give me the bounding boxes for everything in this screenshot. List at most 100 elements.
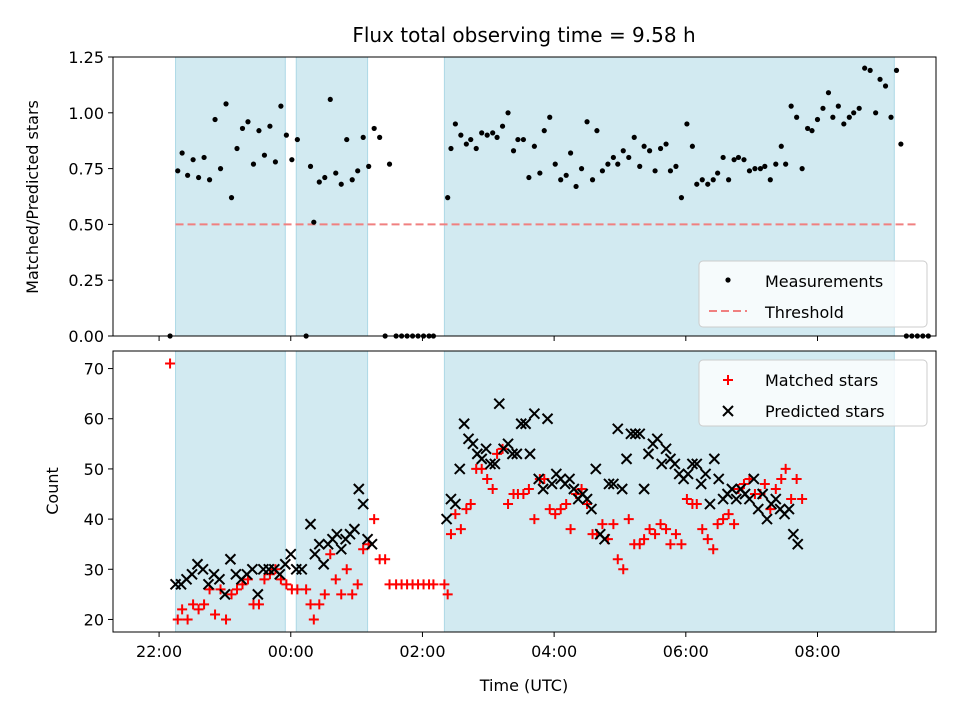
y-tick-label: 70 — [84, 360, 104, 379]
measurement-point — [377, 134, 383, 140]
matched-star-point — [226, 589, 237, 600]
measurement-point — [267, 123, 273, 129]
measurement-point — [631, 134, 637, 140]
measurement-point — [805, 125, 811, 132]
predicted-star-point — [563, 473, 576, 485]
predicted-star-point — [528, 408, 541, 420]
predicted-star-point — [440, 513, 453, 525]
predicted-star-point — [213, 573, 226, 586]
y-tick-label: 30 — [84, 560, 104, 579]
predicted-star-point — [313, 538, 326, 550]
predicted-star-point — [335, 543, 347, 555]
predicted-star-point — [511, 448, 523, 460]
predicted-star-point — [541, 413, 554, 425]
matched-star-point — [341, 564, 352, 575]
measurement-point — [261, 152, 268, 158]
top-y-axis-label: Matched/Predicted stars — [23, 100, 42, 294]
predicted-star-point — [638, 483, 650, 495]
measurement-point — [463, 141, 469, 147]
measurement-point — [893, 67, 900, 73]
predicted-star-point — [489, 458, 501, 470]
predicted-star-point — [331, 528, 343, 540]
measurement-point — [479, 130, 485, 136]
measurement-point — [851, 110, 857, 116]
measurement-point — [294, 136, 300, 143]
legend-label: Matched stars — [765, 371, 878, 390]
matched-star-point — [791, 473, 802, 484]
measurement-point — [830, 114, 836, 120]
y-tick-label: 1.00 — [68, 104, 104, 123]
measurement-point — [490, 130, 496, 136]
bottom-panel: 20 30 40 50 60 70 22:00 00:00 02:00 04:00 06:00 08:… — [84, 350, 937, 661]
measurement-point — [510, 148, 517, 154]
matched-star-point — [193, 604, 204, 615]
predicted-star-point — [458, 418, 470, 430]
matched-star-point — [639, 534, 650, 545]
measurement-point — [175, 168, 181, 174]
matched-star-point — [319, 589, 330, 600]
matched-star-point — [487, 483, 498, 494]
measurement-point — [445, 195, 451, 201]
matched-star-point — [661, 524, 672, 535]
predicted-star-point — [296, 563, 308, 575]
measurement-point — [327, 96, 333, 103]
measurement-point — [494, 134, 500, 140]
legend-box — [698, 359, 928, 427]
matched-star-point — [314, 599, 325, 610]
matched-star-point — [503, 499, 514, 510]
shaded-interval — [175, 350, 286, 633]
measurement-point — [278, 103, 284, 109]
measurement-point — [250, 161, 257, 167]
y-tick-label: 40 — [84, 510, 104, 529]
matched-star-point — [301, 584, 312, 595]
predicted-star-point — [197, 563, 209, 575]
measurement-point — [705, 181, 711, 187]
predicted-star-point — [224, 553, 237, 565]
measurement-point — [333, 170, 339, 176]
predicted-star-point — [353, 483, 365, 495]
predicted-star-point — [285, 548, 297, 560]
top-panel: 0.00 0.25 0.50 0.75 1.00 1.25 Measurements Thre… — [68, 48, 937, 346]
predicted-star-point — [348, 523, 361, 535]
x-tick-label: 02:00 — [399, 642, 445, 661]
matched-star-point — [650, 529, 661, 540]
predicted-star-point — [634, 428, 646, 440]
measurement-point — [715, 170, 721, 176]
predicted-star-point — [743, 493, 756, 505]
measurement-point — [599, 168, 606, 174]
matched-star-point — [681, 494, 692, 505]
legend-marker-matched — [723, 375, 733, 385]
measurement-point — [814, 116, 821, 123]
predicted-star-point — [533, 473, 545, 485]
predicted-star-point — [475, 453, 488, 465]
predicted-star-point — [202, 578, 215, 591]
measurement-point — [867, 67, 873, 73]
measurement-point — [856, 105, 862, 111]
measurement-point — [615, 161, 621, 167]
measurement-point — [547, 114, 553, 120]
measurement-point — [217, 166, 224, 172]
matched-star-point — [529, 514, 540, 525]
predicted-star-point — [787, 528, 800, 540]
measurement-point — [873, 110, 879, 116]
measurement-point — [360, 134, 366, 140]
measurement-point — [835, 103, 841, 109]
matched-star-point — [718, 514, 729, 525]
measurement-point — [898, 141, 904, 147]
measurement-point — [234, 145, 240, 152]
predicted-star-point — [752, 503, 764, 515]
matched-star-point — [550, 509, 561, 520]
predicted-star-point — [642, 448, 655, 460]
predicted-star-point — [304, 518, 317, 530]
predicted-star-point — [274, 568, 286, 581]
predicted-star-point — [598, 533, 611, 545]
predicted-star-point — [620, 453, 633, 465]
matched-star-point — [305, 599, 316, 610]
measurement-point — [526, 174, 532, 181]
legend-label: Predicted stars — [765, 402, 885, 421]
matched-star-point — [555, 504, 566, 515]
matched-star-point — [177, 604, 188, 615]
predicted-star-point — [366, 538, 378, 550]
matched-star-point — [221, 614, 232, 625]
measurement-point — [767, 177, 773, 183]
